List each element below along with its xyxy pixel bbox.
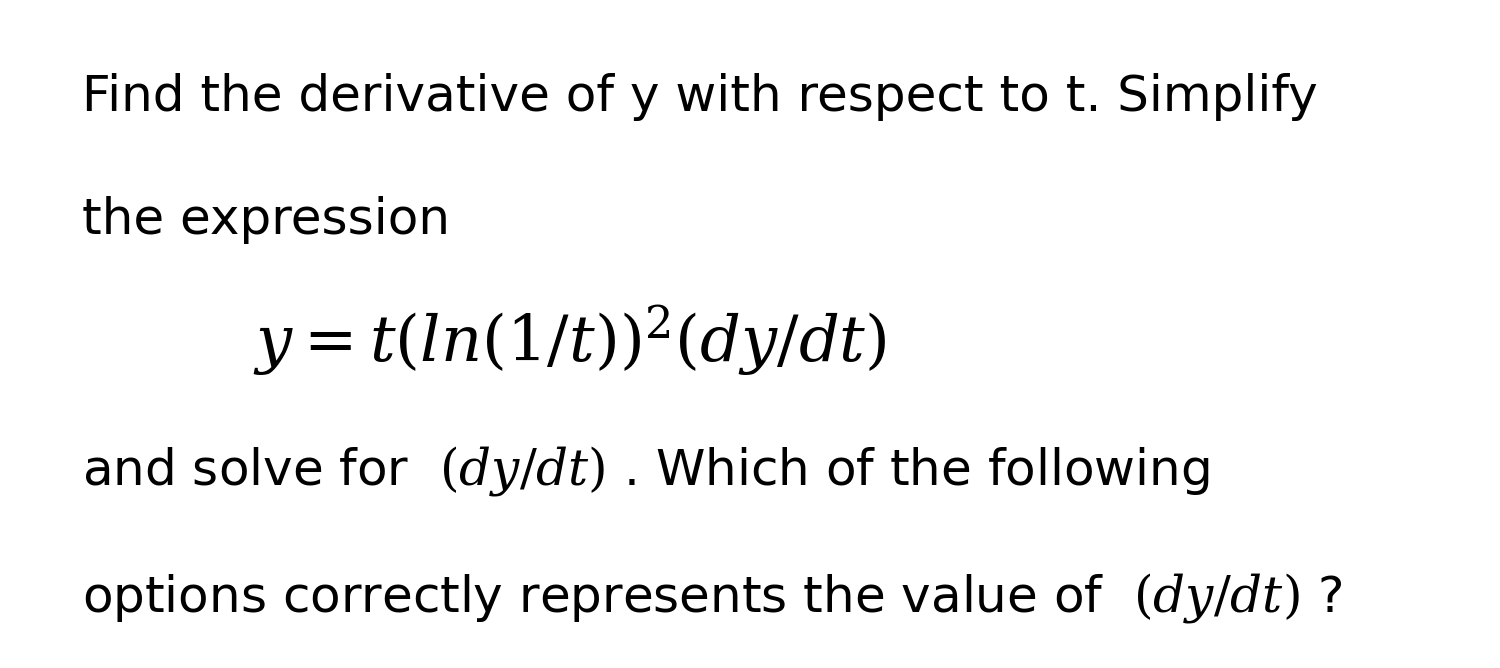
Text: Find the derivative of y with respect to t. Simplify: Find the derivative of y with respect to… <box>82 73 1318 121</box>
Text: options correctly represents the value of  $(\mathit{dy}/\mathit{dt})$ ?: options correctly represents the value o… <box>82 571 1342 625</box>
Text: $y = t(\mathit{ln}(1/t))^{2}(\mathit{dy}/\mathit{dt})$: $y = t(\mathit{ln}(1/t))^{2}(\mathit{dy}… <box>254 303 886 378</box>
Text: the expression: the expression <box>82 196 450 244</box>
Text: and solve for  $(\mathit{dy}/\mathit{dt})$ . Which of the following: and solve for $(\mathit{dy}/\mathit{dt})… <box>82 444 1210 498</box>
